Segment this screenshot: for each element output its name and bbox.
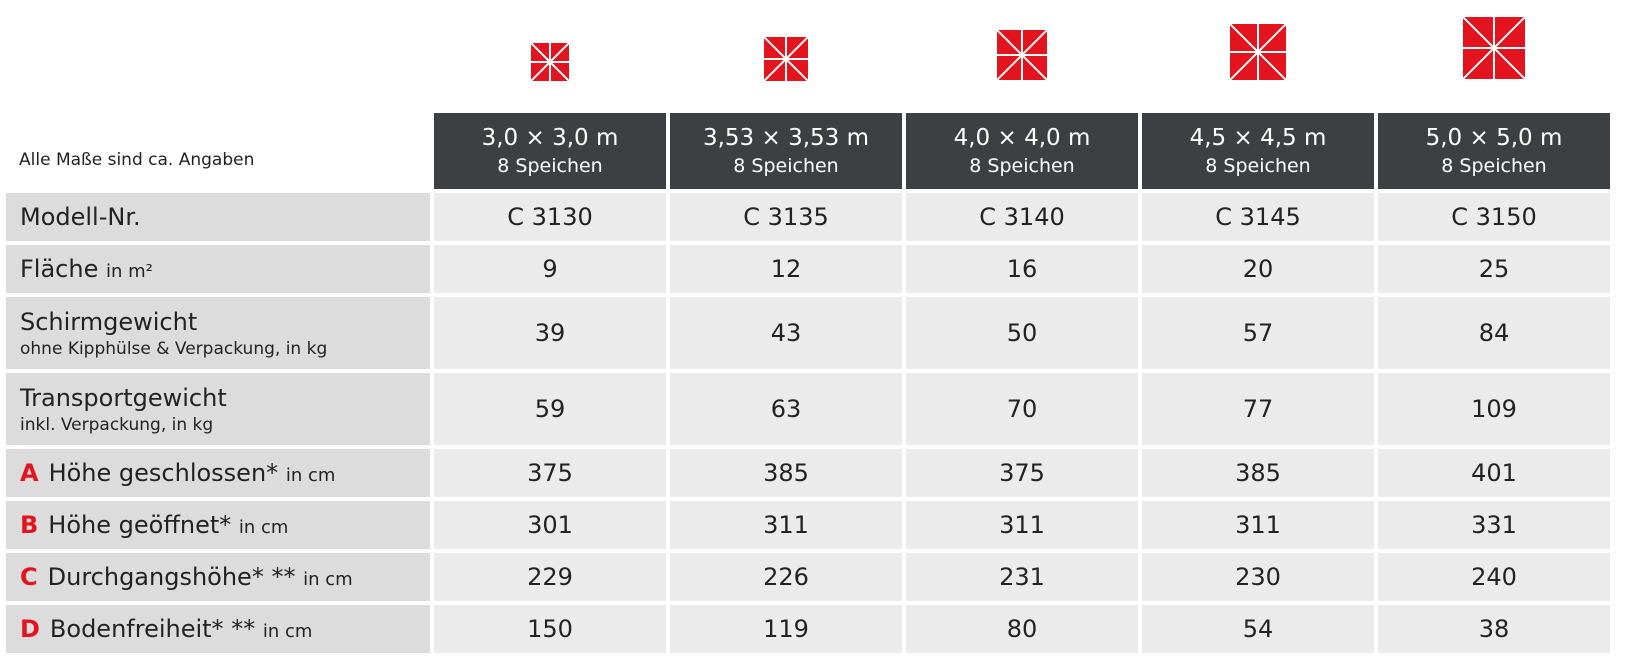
cell: 311 <box>906 501 1138 549</box>
label-line: B Höhe geöffnet* in cm <box>20 511 430 539</box>
label: Schirmgewicht <box>20 307 198 336</box>
cell: 54 <box>1142 605 1374 653</box>
cell: 385 <box>670 449 902 497</box>
cell: 311 <box>1142 501 1374 549</box>
letter: A <box>20 459 39 487</box>
spokes: 8 Speichen <box>1441 155 1547 177</box>
unit: in m² <box>106 261 153 282</box>
cell: 59 <box>434 373 666 445</box>
row-label: D Bodenfreiheit* ** in cm <box>6 605 430 653</box>
cell: 150 <box>434 605 666 653</box>
spokes: 8 Speichen <box>1205 155 1311 177</box>
cell: 38 <box>1378 605 1610 653</box>
row-label: Transportgewicht inkl. Verpackung, in kg <box>6 373 430 445</box>
column-header: 5,0 × 5,0 m 8 Speichen <box>1378 113 1610 189</box>
cell: 12 <box>670 245 902 293</box>
label-line: D Bodenfreiheit* ** in cm <box>20 615 430 643</box>
cell: 84 <box>1378 297 1610 369</box>
cell: 77 <box>1142 373 1374 445</box>
column-header: 4,0 × 4,0 m 8 Speichen <box>906 113 1138 189</box>
cell: 375 <box>906 449 1138 497</box>
cell: C 3130 <box>434 193 666 241</box>
cell: 50 <box>906 297 1138 369</box>
cell: C 3150 <box>1378 193 1610 241</box>
letter: C <box>20 563 38 591</box>
label-line: Transportgewicht <box>20 384 430 412</box>
cell: 9 <box>434 245 666 293</box>
cell: 109 <box>1378 373 1610 445</box>
column-header: 3,53 × 3,53 m 8 Speichen <box>670 113 902 189</box>
size: 5,0 × 5,0 m <box>1425 125 1563 151</box>
label-line: C Durchgangshöhe* ** in cm <box>20 563 430 591</box>
umbrella-icon <box>997 30 1047 80</box>
size: 4,5 × 4,5 m <box>1189 125 1327 151</box>
cell: C 3140 <box>906 193 1138 241</box>
cell: 39 <box>434 297 666 369</box>
row-label: Schirmgewicht ohne Kipphülse & Verpackung… <box>6 297 430 369</box>
sub-label: ohne Kipphülse & Verpackung, in kg <box>20 338 328 359</box>
column-header: 4,5 × 4,5 m 8 Speichen <box>1142 113 1374 189</box>
label: Höhe geöffnet* <box>48 511 232 539</box>
cell: 385 <box>1142 449 1374 497</box>
label: Transportgewicht <box>20 383 227 412</box>
label: Fläche <box>20 255 99 283</box>
unit: in cm <box>285 465 336 486</box>
spokes: 8 Speichen <box>733 155 839 177</box>
umbrella-icon <box>1463 17 1525 79</box>
size: 4,0 × 4,0 m <box>953 125 1091 151</box>
cell: 70 <box>906 373 1138 445</box>
label-line: A Höhe geschlossen* in cm <box>20 459 430 487</box>
unit: in cm <box>238 517 289 538</box>
size: 3,0 × 3,0 m <box>481 125 619 151</box>
label: Modell-Nr. <box>20 203 141 231</box>
label: Durchgangshöhe* ** <box>47 563 296 591</box>
column-header: 3,0 × 3,0 m 8 Speichen <box>434 113 666 189</box>
cell: 20 <box>1142 245 1374 293</box>
cell: 301 <box>434 501 666 549</box>
umbrella-icon <box>531 43 569 81</box>
label: Höhe geschlossen* <box>48 459 279 487</box>
unit: in cm <box>303 569 353 590</box>
size: 3,53 × 3,53 m <box>702 125 870 151</box>
row-label: Modell-Nr. <box>6 193 430 241</box>
spokes: 8 Speichen <box>497 155 603 177</box>
cell: 16 <box>906 245 1138 293</box>
row-label: A Höhe geschlossen* in cm <box>6 449 430 497</box>
row-label: B Höhe geöffnet* in cm <box>6 501 430 549</box>
sub-label: inkl. Verpackung, in kg <box>20 414 214 435</box>
label-line: Schirmgewicht <box>20 308 430 336</box>
spokes: 8 Speichen <box>969 155 1075 177</box>
unit: in cm <box>262 621 313 642</box>
cell: 229 <box>434 553 666 601</box>
umbrella-icon <box>764 36 808 81</box>
cell: 57 <box>1142 297 1374 369</box>
label-line: Modell-Nr. <box>20 203 430 231</box>
label-line: Fläche in m² <box>20 255 430 283</box>
cell: 43 <box>670 297 902 369</box>
cell: 375 <box>434 449 666 497</box>
cell: 226 <box>670 553 902 601</box>
cell: 240 <box>1378 553 1610 601</box>
cell: 230 <box>1142 553 1374 601</box>
row-label: Fläche in m² <box>6 245 430 293</box>
cell: 80 <box>906 605 1138 653</box>
cell: 331 <box>1378 501 1610 549</box>
cell: C 3135 <box>670 193 902 241</box>
cell: 63 <box>670 373 902 445</box>
cell: 311 <box>670 501 902 549</box>
cell: 119 <box>670 605 902 653</box>
umbrella-icon <box>1230 23 1286 80</box>
cell: 401 <box>1378 449 1610 497</box>
letter: D <box>20 615 40 643</box>
cell: C 3145 <box>1142 193 1374 241</box>
letter: B <box>20 511 39 539</box>
note: Alle Maße sind ca. Angaben <box>19 150 255 170</box>
label: Bodenfreiheit* ** <box>49 615 256 643</box>
row-label: C Durchgangshöhe* ** in cm <box>6 553 430 601</box>
cell: 25 <box>1378 245 1610 293</box>
cell: 231 <box>906 553 1138 601</box>
